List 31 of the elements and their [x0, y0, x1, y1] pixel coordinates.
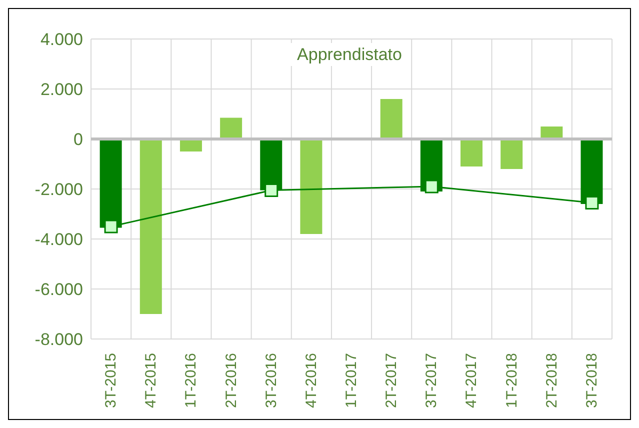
bar	[380, 99, 402, 139]
x-tick-label: 4T-2016	[302, 353, 320, 408]
x-tick-label: 3T-2015	[102, 353, 120, 408]
chart-title: Apprendistato	[289, 43, 410, 66]
x-tick-label: 3T-2018	[583, 353, 600, 408]
bar	[220, 118, 242, 139]
bar	[300, 139, 322, 234]
x-tick-label: 2T-2018	[543, 353, 560, 408]
y-tick-label: 2.000	[40, 80, 83, 100]
point	[585, 196, 599, 210]
y-tick-label: -2.000	[34, 180, 83, 200]
point	[424, 180, 438, 194]
x-tick-label: 4T-2017	[463, 353, 480, 408]
x-tick-label: 1T-2018	[503, 353, 520, 408]
y-tick-label: -8.000	[34, 330, 83, 350]
y-tick-label: 0	[74, 130, 83, 150]
bar	[500, 139, 523, 169]
x-tick-label: 1T-2017	[343, 353, 360, 408]
x-tick-label: 1T-2016	[182, 353, 200, 408]
y-tick-label: 4.000	[40, 30, 83, 50]
y-tick-label: -6.000	[34, 280, 83, 300]
point	[104, 220, 118, 234]
x-tick-label: 4T-2015	[142, 353, 160, 408]
x-tick-label: 2T-2017	[383, 353, 400, 408]
bar	[460, 139, 483, 166]
y-tick-label: -4.000	[34, 230, 83, 250]
point	[264, 184, 278, 197]
x-tick-label: 3T-2016	[262, 353, 280, 408]
x-tick-label: 2T-2016	[222, 353, 240, 408]
bar	[140, 139, 162, 314]
x-tick-label: 3T-2017	[423, 353, 440, 408]
